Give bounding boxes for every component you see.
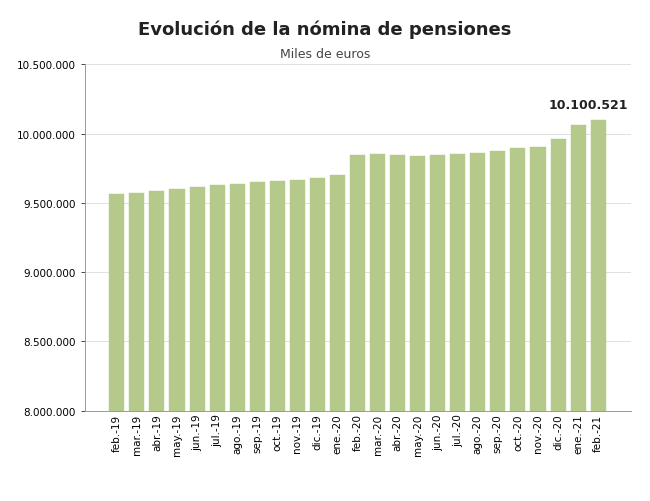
Bar bbox=[209, 186, 225, 501]
Bar bbox=[591, 120, 606, 501]
Bar bbox=[310, 179, 325, 501]
Bar bbox=[290, 180, 305, 501]
Bar bbox=[551, 140, 566, 501]
Bar bbox=[270, 181, 285, 501]
Bar bbox=[330, 176, 345, 501]
Bar bbox=[250, 183, 265, 501]
Bar bbox=[430, 156, 445, 501]
Bar bbox=[530, 147, 545, 501]
Bar bbox=[129, 193, 144, 501]
Bar bbox=[571, 126, 586, 501]
Bar bbox=[170, 190, 185, 501]
Bar bbox=[471, 154, 486, 501]
Bar bbox=[490, 151, 506, 501]
Bar bbox=[390, 156, 405, 501]
Text: Miles de euros: Miles de euros bbox=[280, 48, 370, 61]
Bar bbox=[190, 187, 205, 501]
Bar bbox=[150, 192, 164, 501]
Bar bbox=[109, 194, 124, 501]
Bar bbox=[350, 156, 365, 501]
Bar bbox=[370, 155, 385, 501]
Bar bbox=[510, 149, 525, 501]
Bar bbox=[410, 157, 425, 501]
Bar bbox=[450, 155, 465, 501]
Bar bbox=[229, 185, 244, 501]
Text: 10.100.521: 10.100.521 bbox=[549, 99, 628, 112]
Text: Evolución de la nómina de pensiones: Evolución de la nómina de pensiones bbox=[138, 20, 512, 39]
